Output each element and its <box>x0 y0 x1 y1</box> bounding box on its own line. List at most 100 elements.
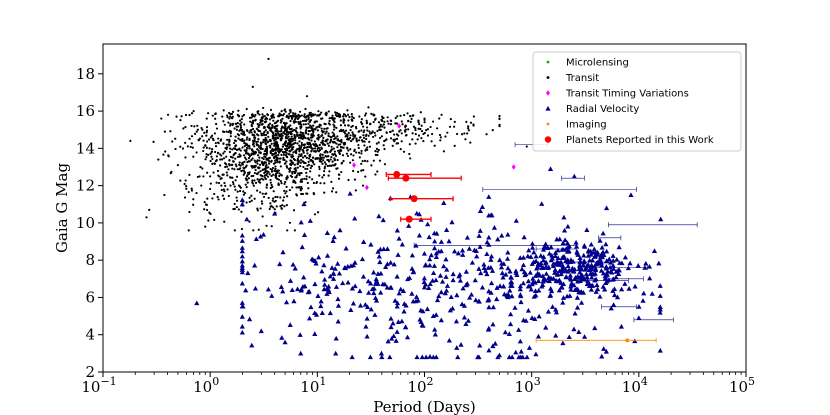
transit-point <box>317 134 320 137</box>
radial-velocity-point <box>321 262 327 268</box>
radial-velocity-point <box>421 279 427 285</box>
radial-velocity-point <box>442 290 448 296</box>
radial-velocity-point <box>575 286 581 292</box>
transit-point <box>225 130 228 133</box>
radial-velocity-point <box>302 283 308 289</box>
transit-point <box>281 117 284 120</box>
transit-point <box>163 193 166 197</box>
transit-point <box>290 161 293 164</box>
transit-point <box>327 132 330 135</box>
transit-point <box>225 143 228 146</box>
radial-velocity-point <box>599 254 606 260</box>
transit-point <box>383 126 386 129</box>
transit-point <box>323 165 327 168</box>
radial-velocity-point <box>622 254 628 260</box>
radial-velocity-point <box>565 248 572 254</box>
radial-velocity-point <box>372 312 378 317</box>
transit-point <box>234 179 237 182</box>
transit-point <box>393 140 396 143</box>
radial-velocity-point <box>382 281 388 287</box>
radial-velocity-point <box>602 286 608 292</box>
radial-velocity-point <box>578 300 585 305</box>
radial-velocity-point <box>427 256 433 262</box>
transit-point <box>297 120 300 124</box>
transit-point <box>299 189 302 192</box>
radial-velocity-point <box>499 270 505 276</box>
radial-velocity-point <box>546 251 553 256</box>
transit-point <box>265 153 268 156</box>
radial-velocity-point <box>416 232 423 238</box>
transit-point <box>211 114 214 117</box>
transit-point <box>289 137 292 140</box>
transit-point <box>175 115 178 118</box>
transit-point <box>145 216 148 219</box>
transit-point <box>220 188 223 192</box>
radial-velocity-point <box>500 274 506 280</box>
radial-velocity-point <box>433 277 439 283</box>
transit-point <box>347 131 350 135</box>
transit-point <box>235 199 239 202</box>
transit-point <box>256 178 259 181</box>
radial-velocity-point <box>258 328 264 334</box>
transit-point <box>367 134 370 137</box>
transit-point <box>272 132 275 135</box>
transit-point <box>296 159 299 162</box>
transit-point <box>248 131 251 134</box>
transit-point <box>440 113 443 116</box>
transit-point <box>300 153 303 156</box>
transit-point <box>323 127 326 130</box>
transit-point <box>351 131 354 134</box>
radial-velocity-point <box>437 273 444 278</box>
radial-velocity-point <box>289 287 295 293</box>
radial-velocity-point <box>421 275 428 281</box>
transit-point <box>256 159 259 162</box>
transit-point <box>287 132 290 135</box>
transit-point <box>247 160 250 163</box>
transit-point <box>294 113 297 116</box>
radial-velocity-point <box>306 288 312 294</box>
transit-point <box>302 123 305 126</box>
error-bar <box>387 175 462 181</box>
transit-point <box>258 159 261 162</box>
transit-point <box>250 131 253 134</box>
radial-velocity-point <box>430 270 437 276</box>
radial-velocity-point <box>571 268 577 273</box>
radial-velocity-point <box>524 354 530 360</box>
transit-point <box>259 147 263 151</box>
radial-velocity-point <box>390 320 396 326</box>
radial-velocity-point <box>604 278 610 284</box>
legend-label: Transit Timing Variations <box>565 89 689 100</box>
transit-point <box>225 171 228 174</box>
transit-point <box>290 127 293 130</box>
radial-velocity-point <box>421 284 428 290</box>
legend-entry: Transit Timing Variations <box>546 89 689 100</box>
transit-point <box>230 163 233 166</box>
transit-series <box>129 57 528 232</box>
transit-point <box>276 143 279 146</box>
transit-point <box>227 168 230 171</box>
radial-velocity-point <box>540 278 546 284</box>
transit-point <box>184 141 187 144</box>
transit-point <box>304 161 307 165</box>
transit-point <box>233 202 236 206</box>
radial-velocity-point <box>449 219 455 225</box>
y-tick-label: 14 <box>76 139 95 157</box>
radial-velocity-point <box>471 247 478 253</box>
transit-point <box>245 175 249 178</box>
transit-point <box>274 147 277 150</box>
transit-point <box>295 133 299 136</box>
transit-point <box>270 160 273 163</box>
radial-velocity-point <box>571 282 577 288</box>
radial-velocity-point <box>426 285 432 290</box>
transit-point <box>272 119 275 122</box>
transit-point <box>222 188 225 191</box>
transit-point <box>270 183 273 187</box>
transit-point <box>338 152 342 155</box>
radial-velocity-point <box>357 302 364 308</box>
radial-velocity-point <box>626 286 632 291</box>
radial-velocity-point <box>455 250 461 256</box>
radial-velocity-point <box>239 329 245 335</box>
transit-point <box>318 160 321 163</box>
radial-velocity-point <box>457 277 463 283</box>
radial-velocity-point <box>441 263 447 269</box>
